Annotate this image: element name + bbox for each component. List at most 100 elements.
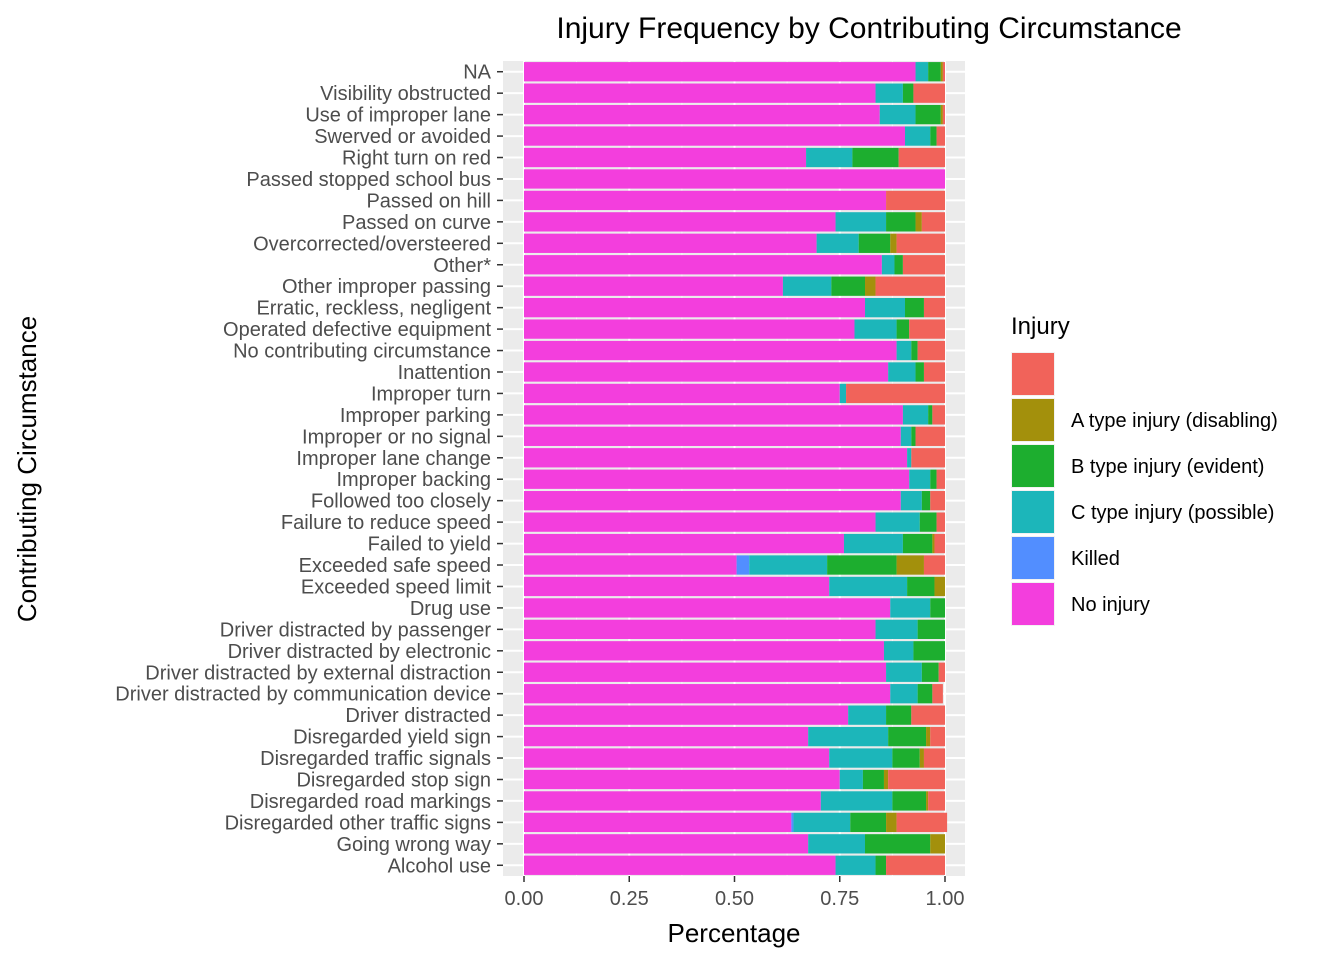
bar-segment [524,641,884,661]
bar-segment [879,104,916,125]
bar-segment [911,705,945,725]
y-tick-label: Use of improper lane [305,105,491,127]
bar-segment [921,662,939,682]
bar-segment [791,812,794,833]
bar-segment [932,684,943,704]
bar-segment [835,212,887,232]
bar-segment [524,576,830,597]
bar-segment [524,426,901,446]
bar-segment [896,340,912,361]
y-tick-label: Passed stopped school bus [246,169,491,191]
bar-segment [902,255,945,275]
bar-segment [911,426,916,446]
bar-segment [886,812,897,833]
x-axis-title: Percentage [668,918,801,948]
bar-segment [886,212,916,232]
bar-segment [524,255,882,275]
bar-segment [915,426,945,446]
bar-segment [524,834,809,854]
bar-segment [888,362,916,382]
bar-segment [936,512,945,532]
bar-segment [890,684,918,704]
y-tick-label: Going wrong way [336,834,491,856]
bar-segment [936,126,945,146]
bar-segment [902,533,933,554]
bar-segment [905,126,931,146]
legend-swatch [1012,353,1054,395]
bar-segment [843,533,903,554]
bar-segment [524,169,945,189]
bar-segment [524,769,840,790]
bar-segment [913,641,945,661]
bar-segment [940,104,943,125]
bar-segment [782,276,832,296]
chart-title: Injury Frequency by Contributing Circums… [556,12,1181,45]
bar-segment [524,212,836,232]
bar-segment [919,748,924,768]
bar-segment [865,834,931,854]
y-tick-label: NA [463,62,491,84]
bar-segment [886,190,945,211]
y-axis-title: Contributing Circumstance [12,316,42,622]
y-tick-label: Passed on curve [342,212,491,234]
bar-segment [829,748,893,768]
legend-swatch [1012,491,1054,533]
bar-segment [524,555,737,575]
bar-segment [926,791,929,811]
bar-segment [881,255,895,275]
y-tick-label: Failure to reduce speed [281,512,491,534]
bar-segment [524,362,889,382]
legend-swatch [1012,445,1054,487]
bar-segment [938,662,945,682]
bar-segment [915,104,941,125]
bar-segment [911,340,918,361]
bar-segment [852,147,899,168]
bar-segment [913,83,945,103]
bar-segment [886,662,922,682]
bar-segment [839,769,863,790]
legend-title: Injury [1011,313,1070,340]
bar-segment [524,126,906,146]
bar-segment [524,619,876,640]
bar-segment [820,791,893,811]
y-tick-label: Improper parking [340,405,491,427]
bar-segment [915,62,929,82]
y-tick-label: Other* [433,255,491,277]
bar-segment [909,469,931,489]
bar-segment [524,469,910,489]
y-tick-label: Improper lane change [296,448,491,470]
y-tick-label: Disregarded road markings [250,791,491,813]
y-tick-label: Driver distracted by electronic [228,641,491,663]
bar-segment [839,383,847,404]
y-tick-label: Disregarded traffic signals [260,748,491,770]
bar-segment [907,576,935,597]
bar-segment [930,726,945,747]
y-tick-label: Alcohol use [388,855,491,877]
bar-segment [806,147,853,168]
y-tick-label: Inattention [398,362,491,384]
bar-segment [793,812,851,833]
y-tick-label: Other improper passing [282,276,491,298]
bar-segment [846,383,945,404]
bar-segment [854,319,897,339]
y-tick-label: Improper or no signal [302,426,491,448]
y-tick-label: Exceeded safe speed [299,555,491,577]
y-tick-label: Improper turn [371,383,491,405]
legend-swatch [1012,583,1054,625]
bar-segment [524,684,891,704]
bar-segment [892,791,927,811]
bar-segment [900,426,912,446]
bar-segment [736,555,750,575]
bar-segment [928,405,933,425]
bar-segment [865,297,906,318]
y-tick-label: Erratic, reckless, negligent [256,298,491,320]
bar-segment [829,576,908,597]
bar-segment [524,705,849,725]
y-tick-label: Overcorrected/oversteered [253,233,491,255]
bar-segment [894,255,903,275]
bar-segment [921,212,945,232]
bar-segment [942,62,945,82]
bar-segment [907,448,912,468]
bar-segment [936,469,945,489]
